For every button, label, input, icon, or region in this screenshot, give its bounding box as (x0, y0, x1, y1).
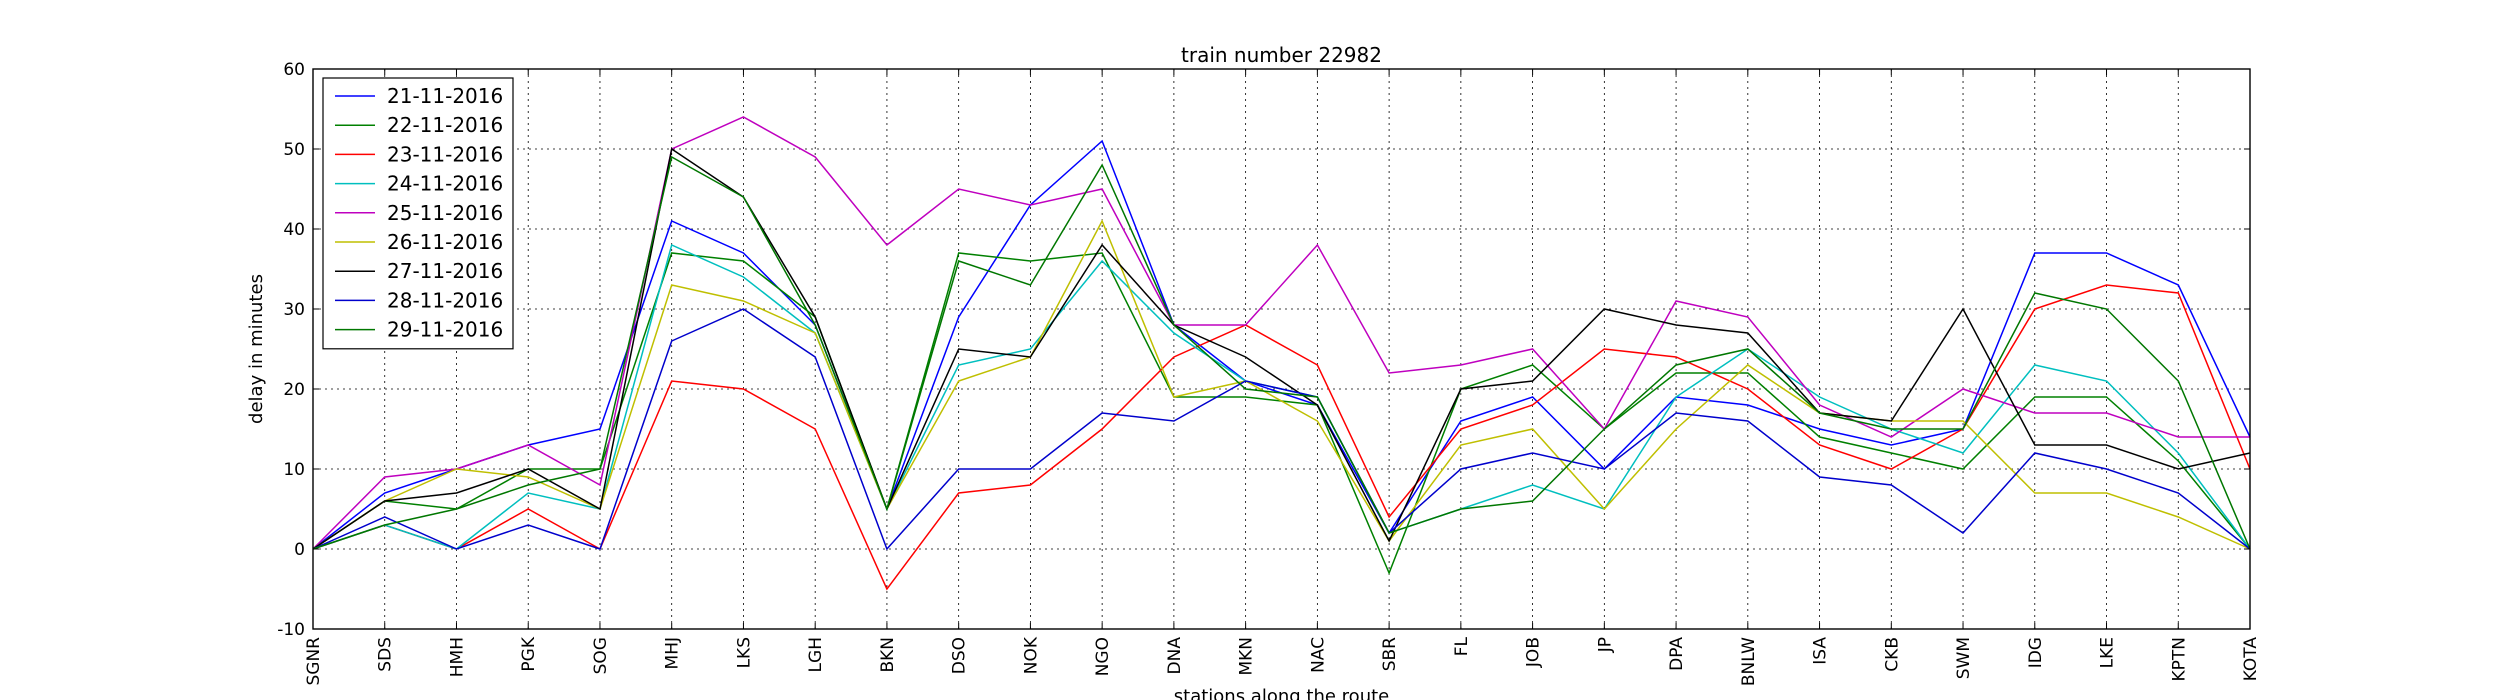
legend-label: 27-11-2016 (387, 259, 503, 283)
y-tick-label: 40 (283, 220, 305, 240)
y-tick-label: 30 (283, 300, 305, 320)
legend-label: 21-11-2016 (387, 84, 503, 108)
x-tick-label: LKE (2098, 637, 2118, 668)
x-tick-label: HMH (447, 637, 467, 677)
series-line (312, 308, 2251, 551)
x-tick-label: DNA (1165, 637, 1185, 675)
x-tick-label: MHJ (663, 637, 683, 669)
x-tick-label: BNLW (1739, 637, 1759, 686)
x-tick-label: KPTN (2169, 637, 2189, 682)
legend-label: 22-11-2016 (387, 113, 503, 137)
y-tick-label: -10 (277, 620, 305, 640)
x-tick-label: ISA (1811, 637, 1831, 665)
x-tick-label: SDS (376, 637, 396, 672)
chart-title: train number 22982 (1181, 43, 1382, 67)
x-tick-label: LGH (806, 637, 826, 672)
x-tick-label: BKN (878, 637, 898, 673)
series-line (312, 219, 2251, 550)
x-tick-label: JOB (1524, 637, 1544, 668)
x-axis-title: stations along the route (1174, 686, 1389, 700)
x-tick-label: SBR (1380, 637, 1400, 671)
y-tick-label: 20 (283, 380, 305, 400)
x-tick-label: JP (1595, 637, 1615, 653)
y-tick-label: 50 (283, 140, 305, 160)
x-tick-label: NGO (1093, 637, 1113, 676)
x-tick-label: MKN (1237, 637, 1257, 676)
y-tick-label: 0 (294, 540, 305, 560)
axis-ticks (312, 68, 2251, 630)
x-tick-label: FL (1452, 636, 1472, 656)
legend-label: 25-11-2016 (387, 201, 503, 225)
x-tick-label: NOK (1021, 636, 1041, 674)
legend: 21-11-2016 22-11-2016 23-11-2016 24-11-2016… (322, 77, 514, 350)
grid-lines (313, 69, 2250, 629)
x-tick-label: PGK (519, 636, 539, 671)
plot-frame (312, 68, 2251, 630)
x-tick-label: SGNR (304, 637, 324, 686)
x-tick-labels: SGNR SDS HMH PGK SOG MHJ LKS LGH BKN DSO NOK NGO DNA… (304, 636, 2261, 686)
x-tick-label: KOTA (2241, 637, 2261, 682)
legend-label: 29-11-2016 (387, 318, 503, 342)
series-line (312, 116, 2250, 550)
series-line (312, 147, 2251, 550)
x-tick-label: SOG (591, 637, 611, 674)
y-tick-label: 10 (283, 460, 305, 480)
x-tick-label: LKS (734, 637, 754, 668)
legend-label: 23-11-2016 (387, 142, 503, 166)
x-tick-label: CKB (1882, 637, 1902, 672)
legend-label: 28-11-2016 (387, 288, 503, 312)
y-tick-labels: -10 0 10 20 30 40 50 60 (277, 60, 305, 640)
series-line (312, 155, 2251, 550)
series-lines (312, 116, 2251, 591)
y-axis-title: delay in minutes (246, 274, 267, 424)
x-tick-label: DPA (1667, 637, 1687, 671)
series-line (312, 284, 2251, 591)
legend-label: 26-11-2016 (387, 230, 503, 254)
x-tick-label: NAC (1308, 637, 1328, 673)
x-tick-label: SWM (1954, 637, 1974, 679)
x-tick-label: DSO (950, 637, 970, 674)
legend-label: 24-11-2016 (387, 172, 503, 196)
x-tick-label: IDG (2026, 637, 2046, 668)
y-tick-label: 60 (283, 60, 305, 80)
